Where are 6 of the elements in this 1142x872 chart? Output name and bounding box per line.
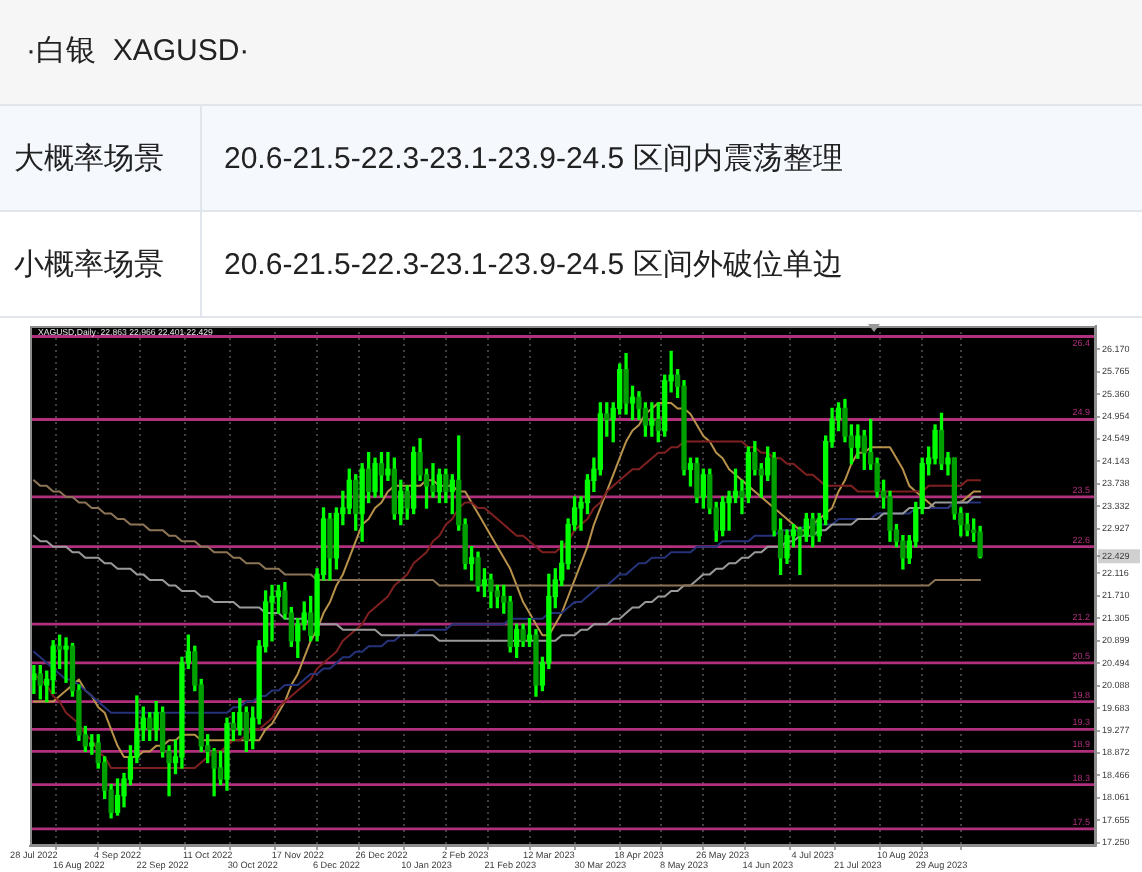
text: 大概率场景 — [0, 105, 201, 211]
text: 20.6-21.5-22.3-23.1-23.9-24.5 区间外破位单边 — [201, 211, 1142, 317]
text: 20.6-21.5-22.3-23.1-23.9-24.5 区间内震荡整理 — [201, 105, 1142, 211]
text: 小概率场景 — [0, 211, 201, 317]
chart-title: ·白银 XAGUSD· — [26, 34, 250, 70]
candlestick — [31, 665, 37, 694]
